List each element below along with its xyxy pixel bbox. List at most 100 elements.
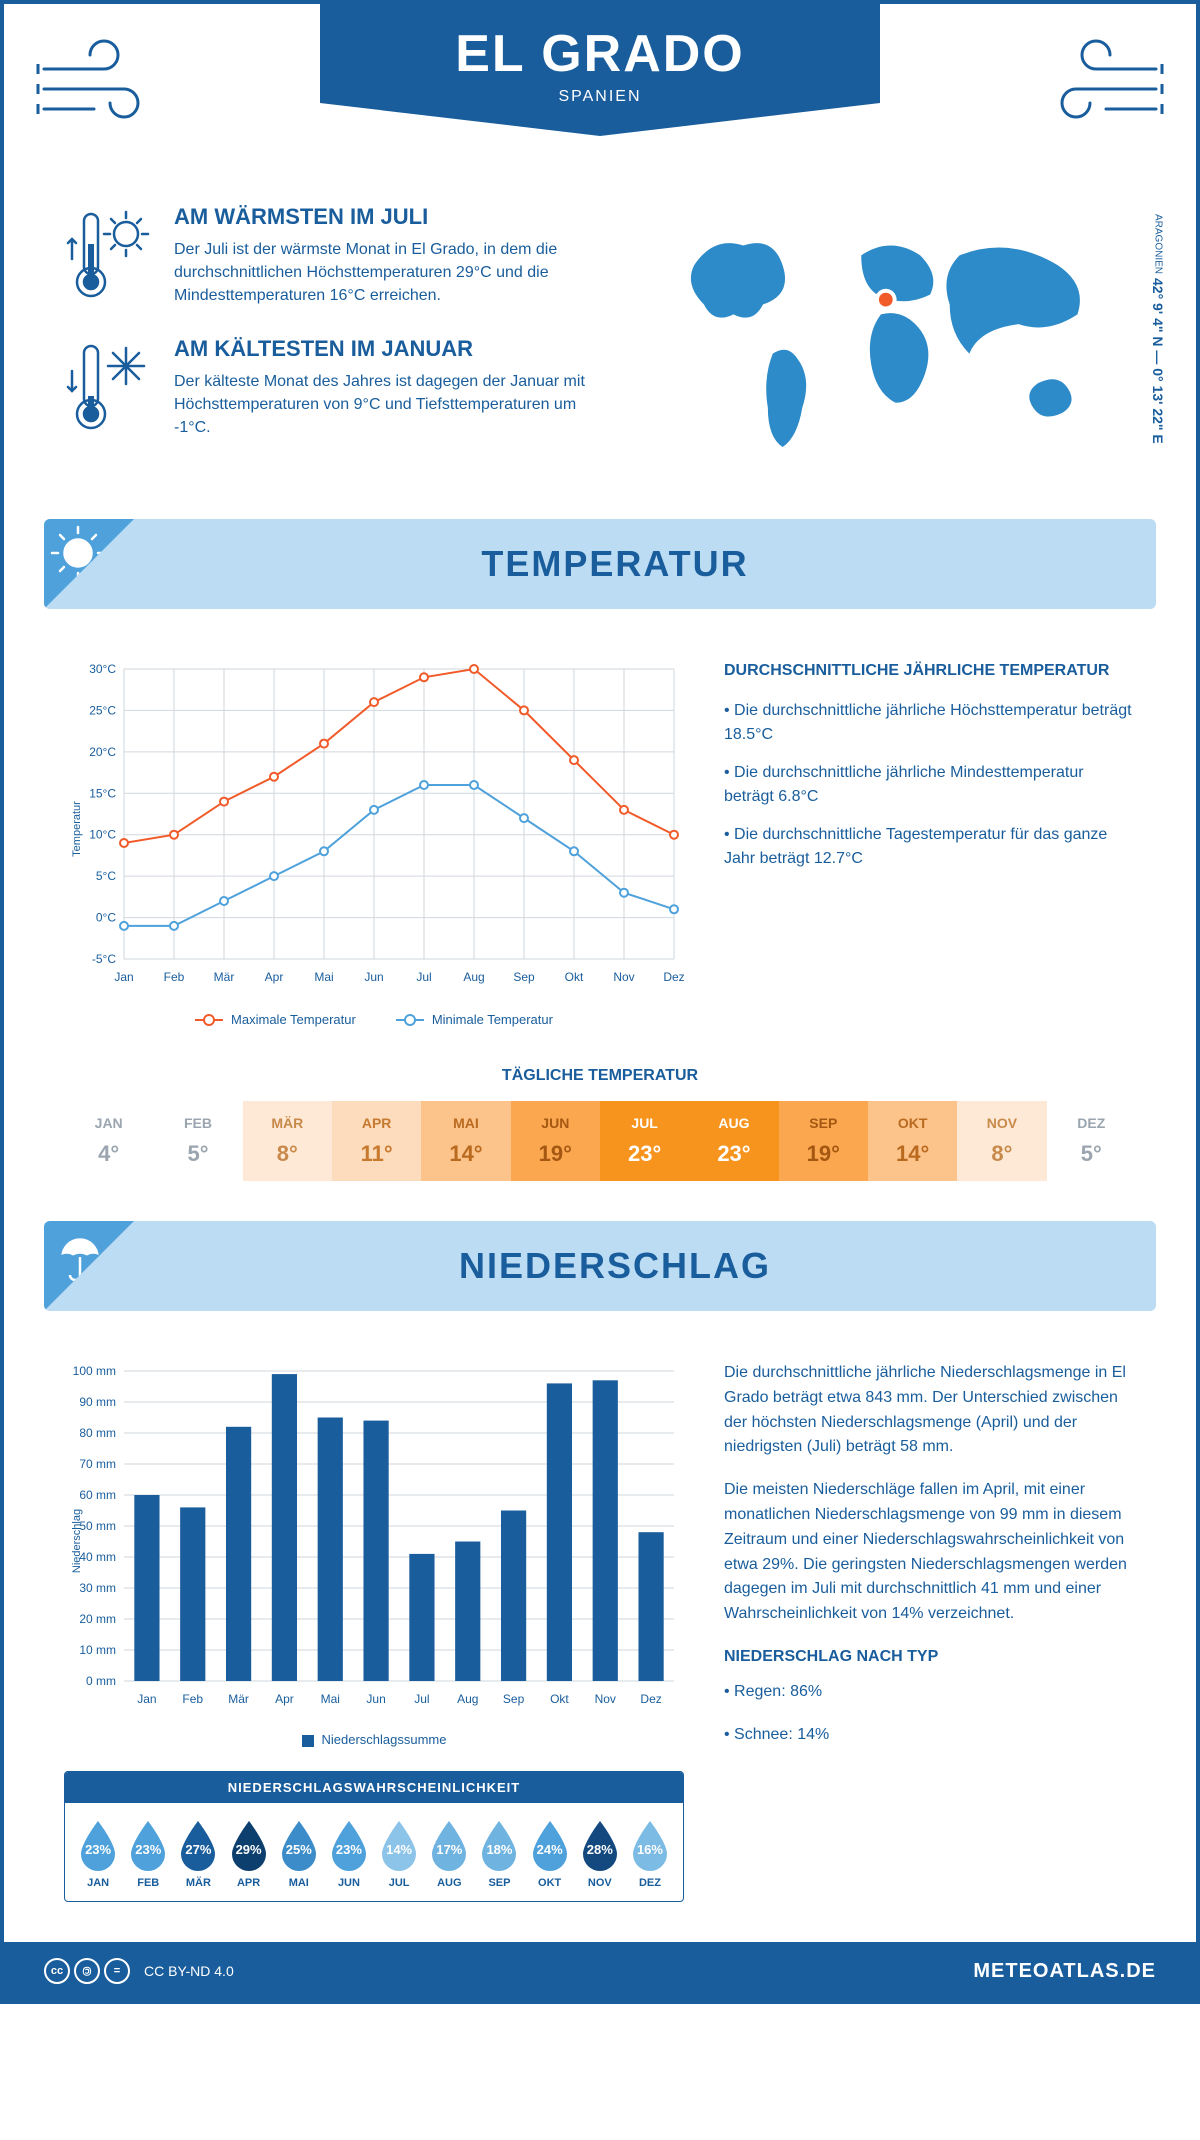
svg-text:Niederschlag: Niederschlag [71, 1509, 83, 1573]
temp-bullet: • Die durchschnittliche jährliche Höchst… [724, 699, 1136, 747]
drop-icon: 23% [77, 1819, 119, 1871]
probability-value: 29% [236, 1842, 262, 1857]
svg-text:Apr: Apr [275, 1692, 294, 1706]
svg-text:20 mm: 20 mm [79, 1612, 116, 1626]
svg-text:10°C: 10°C [89, 828, 116, 842]
daily-month: MÄR [243, 1115, 332, 1131]
svg-text:40 mm: 40 mm [79, 1550, 116, 1564]
location-title: EL GRADO [400, 24, 800, 84]
precip-type-bullets: • Regen: 86%• Schnee: 14% [724, 1680, 1136, 1748]
probability-drop: 27%MÄR [173, 1819, 223, 1889]
coldest-block: AM KÄLTESTEN IM JANUAR Der kälteste Mona… [64, 336, 605, 440]
svg-text:Sep: Sep [503, 1692, 525, 1706]
umbrella-icon [50, 1227, 106, 1283]
temperature-title: TEMPERATUR [134, 543, 1156, 585]
sun-icon [50, 525, 106, 581]
probability-value: 27% [185, 1842, 211, 1857]
probability-month: AUG [424, 1877, 474, 1889]
precip-title: NIEDERSCHLAG [134, 1245, 1156, 1287]
svg-text:80 mm: 80 mm [79, 1426, 116, 1440]
header: EL GRADO SPANIEN [4, 4, 1196, 184]
daily-temp-cell: APR11° [332, 1101, 421, 1181]
probability-month: DEZ [625, 1877, 675, 1889]
coldest-heading: AM KÄLTESTEN IM JANUAR [174, 336, 605, 362]
footer-left: cc🄯= CC BY-ND 4.0 [44, 1958, 234, 1984]
probability-month: JUL [374, 1877, 424, 1889]
daily-value: 23° [689, 1141, 778, 1167]
svg-text:30°C: 30°C [89, 662, 116, 676]
daily-temp-cell: NOV8° [957, 1101, 1046, 1181]
temp-bullet: • Die durchschnittliche jährliche Mindes… [724, 761, 1136, 809]
license-label: CC BY-ND 4.0 [144, 1963, 234, 1979]
svg-text:Jan: Jan [114, 970, 133, 984]
probability-drop: 28%NOV [575, 1819, 625, 1889]
precip-legend: Niederschlagssumme [64, 1732, 684, 1747]
probability-value: 28% [587, 1842, 613, 1857]
probability-value: 24% [537, 1842, 563, 1857]
svg-text:Mai: Mai [314, 970, 333, 984]
daily-month: DEZ [1047, 1115, 1136, 1131]
probability-month: JAN [73, 1877, 123, 1889]
precip-p1: Die durchschnittliche jährliche Niedersc… [724, 1361, 1136, 1460]
temp-summary-heading: DURCHSCHNITTLICHE JÄHRLICHE TEMPERATUR [724, 659, 1136, 683]
probability-drop: 14% JUL [374, 1819, 424, 1889]
warmest-heading: AM WÄRMSTEN IM JULI [174, 204, 605, 230]
probability-value: 23% [85, 1842, 111, 1857]
probability-drop: 17%AUG [424, 1819, 474, 1889]
world-map [645, 204, 1136, 464]
precip-summary: Die durchschnittliche jährliche Niedersc… [724, 1361, 1136, 1902]
daily-month: FEB [153, 1115, 242, 1131]
daily-value: 19° [511, 1141, 600, 1167]
country-subtitle: SPANIEN [400, 88, 800, 106]
daily-month: SEP [779, 1115, 868, 1131]
drop-icon: 18% [478, 1819, 520, 1871]
daily-month: AUG [689, 1115, 778, 1131]
temperature-row: -5°C0°C5°C10°C15°C20°C25°C30°CJanFebMärA… [4, 629, 1196, 1037]
daily-value: 14° [868, 1141, 957, 1167]
svg-text:70 mm: 70 mm [79, 1457, 116, 1471]
page: EL GRADO SPANIEN AM WÄRMSTEN IM JULI Der… [0, 0, 1200, 2004]
svg-text:0 mm: 0 mm [86, 1674, 116, 1688]
daily-temp-cell: OKT 14° [868, 1101, 957, 1181]
daily-value: 14° [421, 1141, 510, 1167]
probability-drops: 23%JAN23%FEB27%MÄR29%APR25%MAI23%JUN14%J… [65, 1803, 683, 1901]
daily-value: 19° [779, 1141, 868, 1167]
svg-text:Dez: Dez [663, 970, 684, 984]
temperature-section-bar: TEMPERATUR [44, 519, 1156, 609]
daily-month: APR [332, 1115, 421, 1131]
daily-value: 4° [64, 1141, 153, 1167]
svg-text:Feb: Feb [182, 1692, 203, 1706]
legend-min-label: Minimale Temperatur [432, 1012, 553, 1027]
svg-text:Aug: Aug [463, 970, 484, 984]
title-banner: EL GRADO SPANIEN [320, 4, 880, 136]
probability-drop: 23%FEB [123, 1819, 173, 1889]
probability-value: 23% [336, 1842, 362, 1857]
precip-type-heading: NIEDERSCHLAG NACH TYP [724, 1645, 1136, 1670]
probability-month: OKT [525, 1877, 575, 1889]
drop-icon: 28% [579, 1819, 621, 1871]
svg-text:Jul: Jul [416, 970, 431, 984]
daily-value: 5° [1047, 1141, 1136, 1167]
drop-icon: 29% [228, 1819, 270, 1871]
probability-value: 16% [637, 1842, 663, 1857]
probability-value: 14% [386, 1842, 412, 1857]
daily-month: JAN [64, 1115, 153, 1131]
svg-text:25°C: 25°C [89, 703, 116, 717]
svg-text:Mär: Mär [214, 970, 235, 984]
temperature-legend: Maximale Temperatur Minimale Temperatur [64, 1012, 684, 1027]
daily-temp-cell: JUL 23° [600, 1101, 689, 1181]
thermometer-cold-icon [64, 336, 154, 436]
drop-icon: 14% [378, 1819, 420, 1871]
daily-value: 23° [600, 1141, 689, 1167]
section-icon-wrap [44, 519, 134, 609]
daily-month: OKT [868, 1115, 957, 1131]
probability-title: NIEDERSCHLAGSWAHRSCHEINLICHKEIT [65, 1772, 683, 1803]
legend-min-swatch [396, 1019, 424, 1021]
svg-text:0°C: 0°C [96, 911, 116, 925]
svg-text:Jun: Jun [364, 970, 383, 984]
daily-month: JUL [600, 1115, 689, 1131]
svg-text:Okt: Okt [550, 1692, 569, 1706]
section-icon-wrap [44, 1221, 134, 1311]
daily-temp-cells: JAN4°FEB5°MÄR8°APR11°MAI14°JUN19°JUL23°A… [4, 1101, 1196, 1181]
svg-text:Nov: Nov [595, 1692, 616, 1706]
